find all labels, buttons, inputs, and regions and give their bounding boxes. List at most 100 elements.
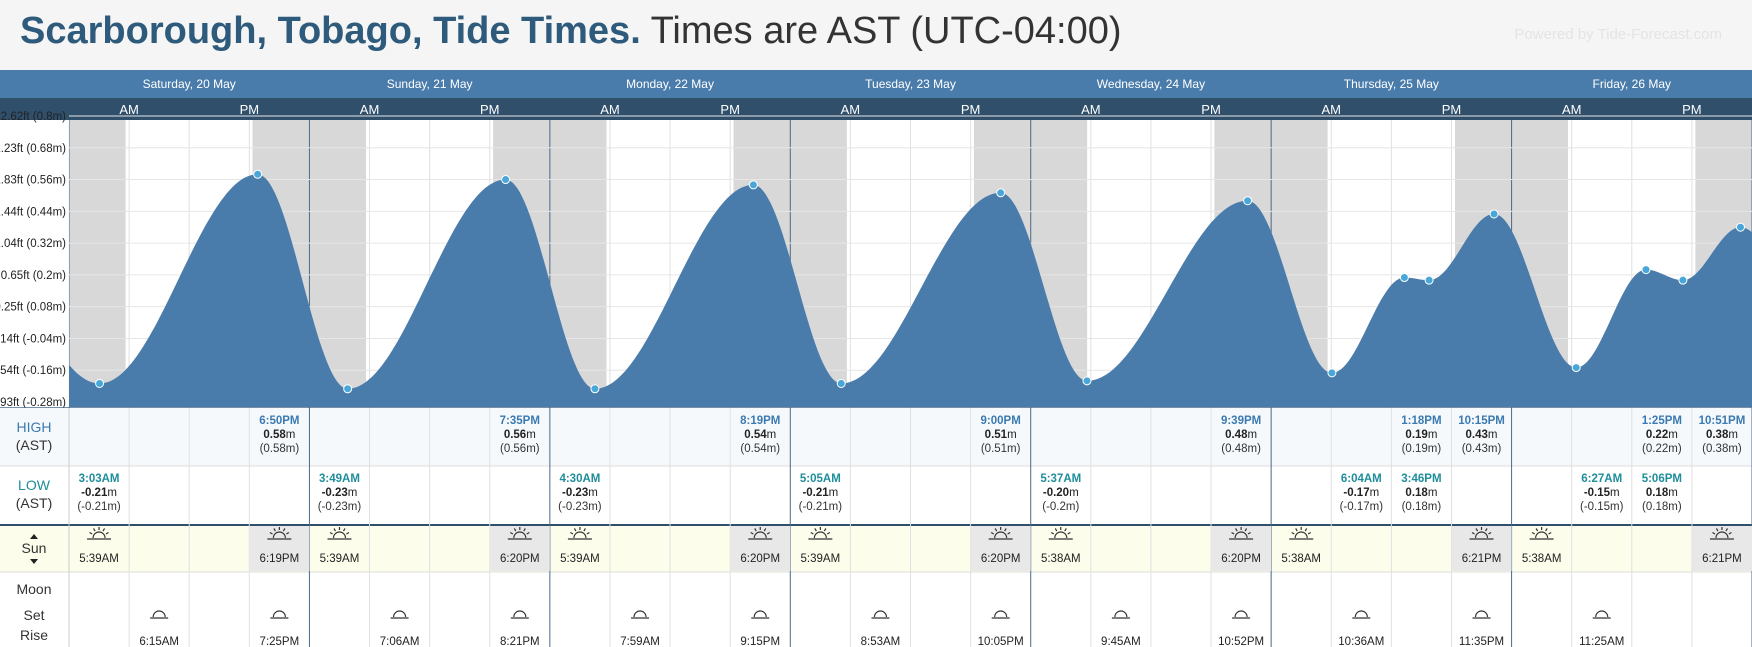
sunset-cell-bg (1691, 526, 1752, 571)
ampm-header-bar (0, 98, 1752, 120)
low-tide-time: 4:30AM (559, 473, 600, 485)
ampm-label: PM (1682, 102, 1702, 117)
high-tide-time: 9:39PM (1221, 415, 1261, 427)
high-tide-time: 8:19PM (740, 415, 780, 427)
moonset-icon (1114, 610, 1128, 618)
moonrise-icon (513, 610, 527, 618)
high-tide-alt: (0.43m) (1462, 443, 1502, 455)
day-label: Wednesday, 24 May (1097, 77, 1205, 91)
sunset-time: 6:20PM (981, 553, 1021, 565)
sunset-time: 6:20PM (500, 553, 540, 565)
ampm-label: AM (119, 102, 139, 117)
sunset-icon-ray (1235, 528, 1238, 532)
sunset-icon-ray (1715, 528, 1719, 532)
y-tick-label: 1.83ft (0.56m) (0, 175, 66, 187)
ampm-label: PM (1201, 102, 1221, 117)
moonset-time: 8:53AM (861, 636, 901, 647)
day-label: Tuesday, 23 May (865, 77, 956, 91)
ampm-label: AM (600, 102, 620, 117)
high-tide-time: 9:00PM (981, 415, 1021, 427)
high-tide-time: 6:50PM (259, 415, 299, 427)
sunrise-icon-ray (1067, 531, 1071, 535)
sunrise-icon-ray (1064, 528, 1067, 532)
sunset-icon (994, 531, 1008, 539)
high-tide-alt: (0.56m) (500, 443, 540, 455)
low-tide-time: 3:03AM (79, 473, 120, 485)
sunrise-icon (813, 531, 827, 539)
low-tide-value: 0.18m (1646, 487, 1678, 499)
y-tick-label: 1.44ft (0.44m) (0, 206, 66, 218)
y-tick-label: -0.54ft (-0.16m) (0, 365, 66, 377)
y-tick-label: 2.23ft (0.68m) (0, 143, 66, 155)
low-row-tz: (AST) (16, 495, 53, 511)
moon-row-label: Moon (16, 581, 51, 597)
moonset-label: Set (23, 607, 44, 623)
sunset-time: 6:21PM (1462, 553, 1502, 565)
day-label: Saturday, 20 May (143, 77, 236, 91)
sunset-icon-ray (1244, 528, 1248, 532)
y-tick-label: -0.93ft (-0.28m) (0, 397, 66, 409)
moonrise-time: 9:15PM (740, 636, 780, 647)
high-tide-alt: (0.48m) (1221, 443, 1261, 455)
powered-by-link[interactable]: Powered by Tide-Forecast.com (1514, 26, 1722, 43)
y-tick-label: 2.62ft (0.8m) (1, 111, 66, 123)
high-tide-time: 7:35PM (500, 415, 540, 427)
y-tick-label: 0.65ft (0.2m) (1, 270, 66, 282)
high-tide-value: 0.48m (1225, 429, 1257, 441)
low-tide-time: 5:37AM (1040, 473, 1081, 485)
tide-point (253, 169, 263, 179)
sunset-icon-ray (269, 531, 273, 535)
low-tide-alt: (0.18m) (1402, 501, 1442, 513)
sunrise-icon-ray (1304, 528, 1308, 532)
day-header-bar (0, 70, 1752, 98)
moonrise-icon (994, 610, 1008, 618)
page-title: Scarborough, Tobago, Tide Times. Times a… (20, 10, 1122, 53)
sunset-icon-ray (1471, 531, 1475, 535)
sunrise-icon-ray (814, 528, 817, 532)
ampm-label: PM (480, 102, 500, 117)
sunrise-time: 5:39AM (560, 553, 600, 565)
tide-point (1082, 376, 1092, 386)
ampm-label: PM (720, 102, 740, 117)
sunset-icon-ray (1475, 528, 1479, 532)
high-tide-alt: (0.54m) (740, 443, 780, 455)
sunset-time: 6:20PM (1221, 553, 1261, 565)
sunset-icon-ray (750, 531, 754, 535)
high-tide-time: 10:15PM (1458, 415, 1505, 427)
moonrise-icon (1474, 610, 1489, 618)
sun-row-label: Sun (22, 540, 47, 556)
sunset-cell-bg (1451, 526, 1512, 571)
moonrise-icon (753, 610, 767, 618)
sunset-icon-ray (1485, 528, 1488, 532)
sunrise-icon-ray (342, 528, 346, 532)
moonrise-time: 8:21PM (500, 636, 540, 647)
sunset-time: 6:20PM (740, 553, 780, 565)
moonset-icon (1595, 610, 1609, 618)
page-header: Scarborough, Tobago, Tide Times. Times a… (0, 0, 1752, 70)
sunrise-icon-ray (1054, 528, 1058, 532)
high-tide-alt: (0.22m) (1642, 443, 1682, 455)
sunset-icon-ray (282, 528, 286, 532)
sunset-cell-bg (249, 526, 310, 571)
sunrise-icon-ray (570, 531, 574, 535)
tide-point (1489, 209, 1499, 219)
moonset-time: 10:36AM (1338, 636, 1384, 647)
ampm-label: AM (1081, 102, 1101, 117)
moonset-time: 11:25AM (1579, 636, 1624, 647)
sunset-icon-ray (1712, 531, 1716, 535)
sunset-icon-ray (1725, 528, 1728, 532)
ampm-label: AM (841, 102, 861, 117)
low-tide-alt: (-0.2m) (1042, 501, 1079, 513)
sunset-icon (272, 531, 286, 539)
sunrise-icon-ray (89, 531, 93, 535)
tide-point (590, 384, 600, 394)
tide-point (1243, 196, 1253, 206)
tide-point (1571, 363, 1581, 373)
moonrise-time: 7:25PM (260, 636, 300, 647)
high-tide-value: 0.38m (1706, 429, 1738, 441)
place-title: Scarborough, Tobago, Tide Times. (20, 10, 641, 52)
sunset-icon-ray (1231, 531, 1235, 535)
sunrise-icon-ray (826, 531, 831, 535)
tide-point (996, 188, 1006, 198)
low-row-bg (0, 466, 1752, 524)
